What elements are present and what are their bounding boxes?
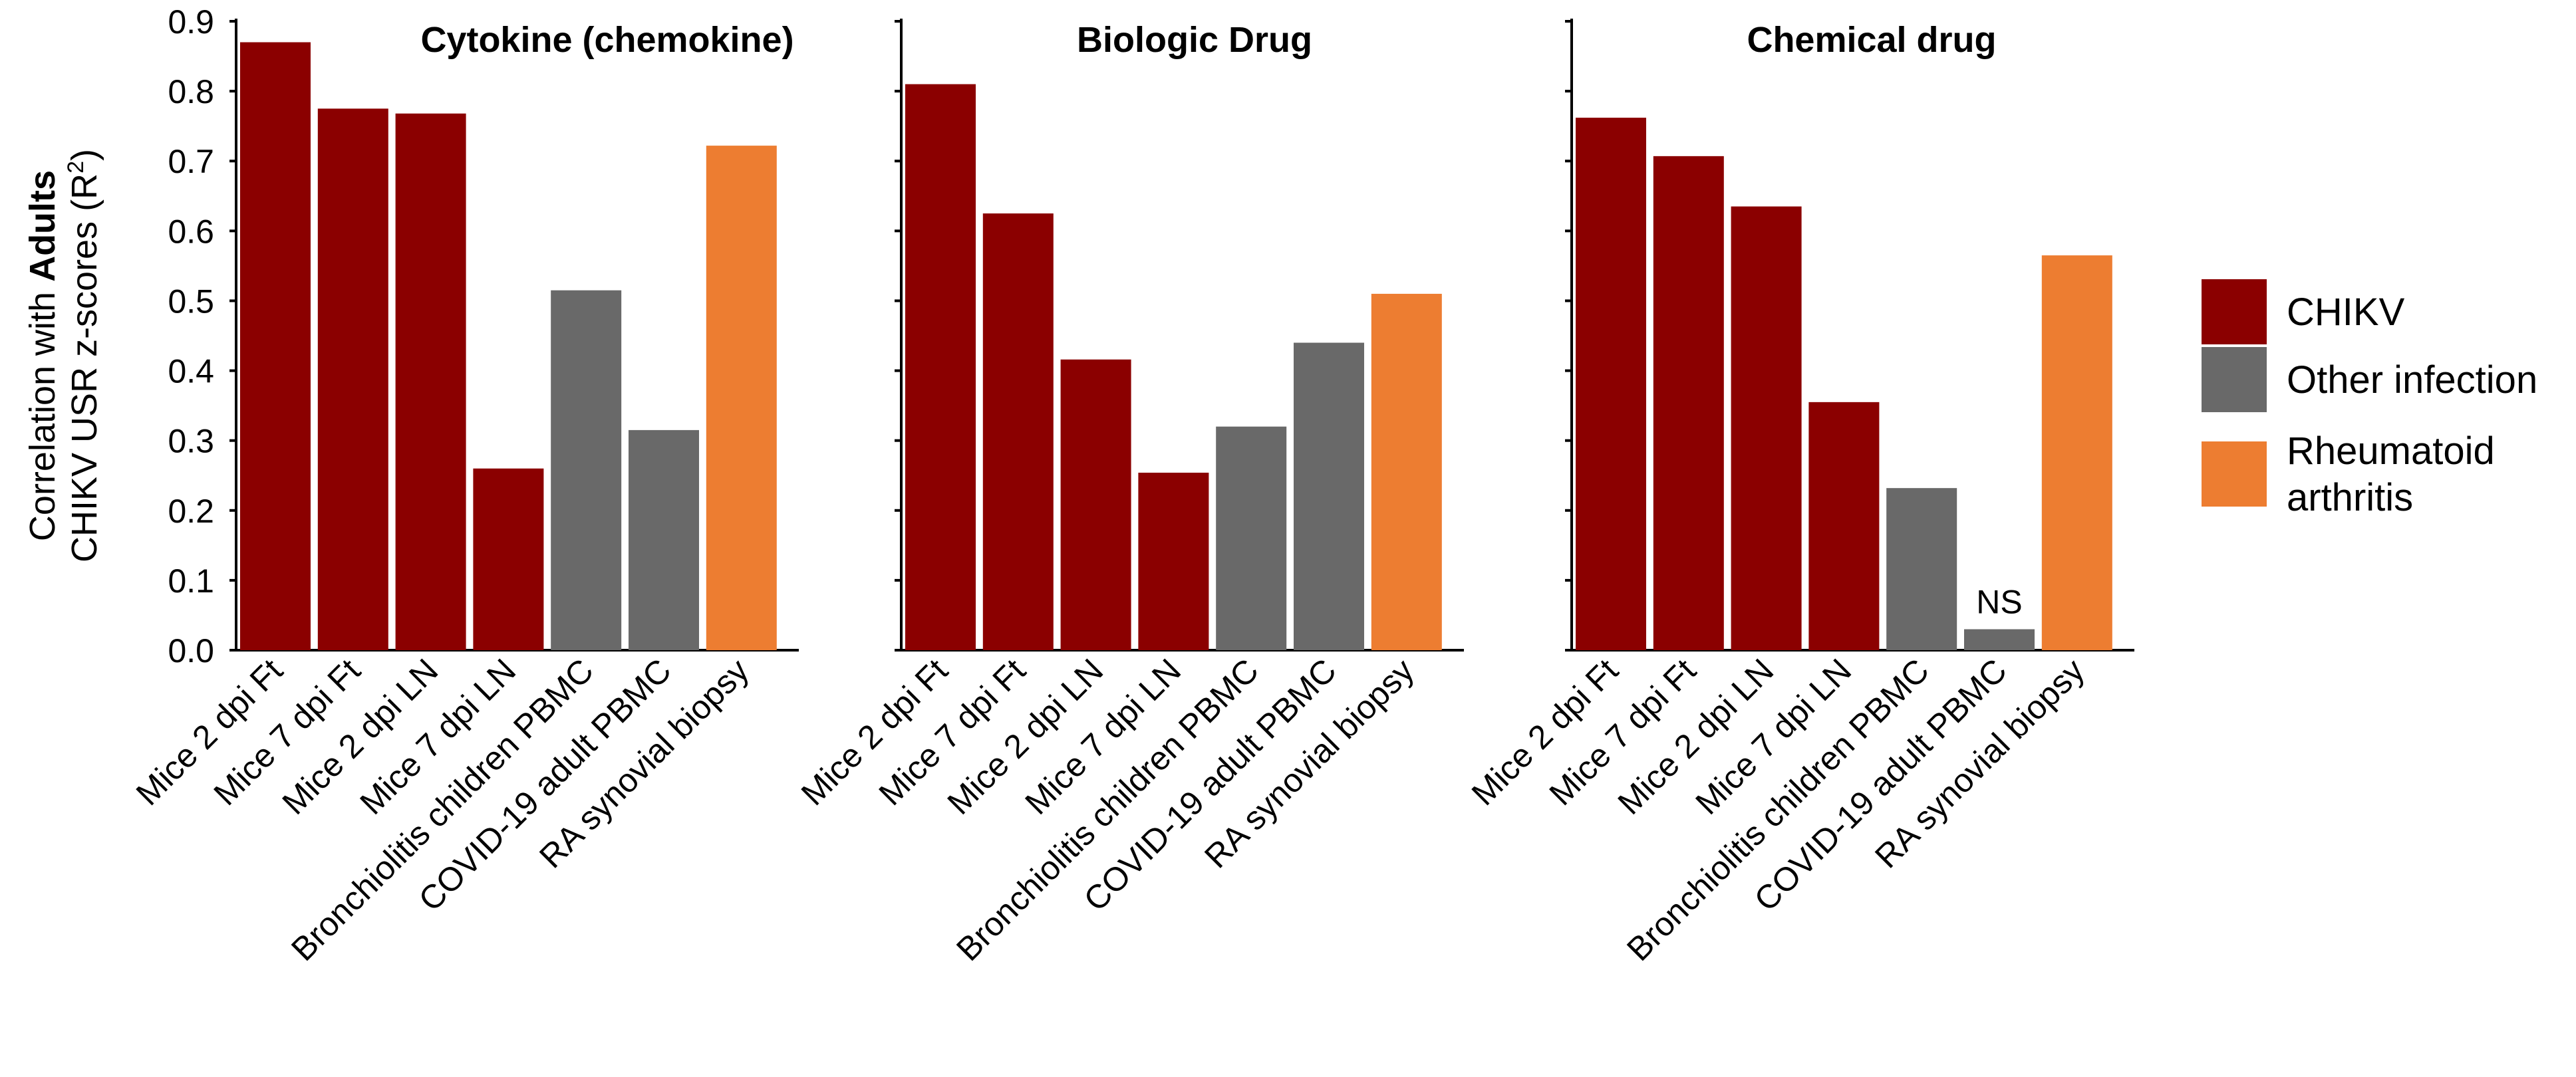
y-axis-label-line2: CHIKV USR z-scores (R2) (63, 149, 104, 562)
bar (1060, 359, 1131, 650)
legend-item: Other infection (2202, 347, 2537, 412)
y-tick-label: 0.7 (168, 143, 214, 180)
bar (706, 146, 777, 650)
panel-title: Chemical drug (1747, 20, 1996, 60)
bar (2041, 255, 2112, 651)
legend-swatch (2202, 279, 2267, 344)
bar (1731, 206, 1802, 650)
bar (551, 290, 622, 651)
bar (1886, 488, 1957, 650)
legend-item: CHIKV (2202, 279, 2405, 344)
legend-label: Other infection (2287, 358, 2537, 402)
y-axis-label: Correlation with Adults CHIKV USR z-scor… (23, 149, 104, 562)
y-tick-label: 0.6 (168, 213, 214, 250)
legend-label: CHIKV (2287, 291, 2405, 334)
y-tick-label: 0.0 (168, 632, 214, 669)
bar (1964, 629, 2035, 650)
legend-swatch (2202, 347, 2267, 412)
bar (1294, 342, 1364, 650)
bar (240, 42, 311, 651)
bar (1371, 293, 1442, 650)
bar-annotation: NS (1976, 583, 2022, 620)
legend-label: arthritis (2287, 476, 2413, 519)
bar (395, 113, 466, 650)
bar (1216, 426, 1287, 650)
panel-title: Biologic Drug (1077, 20, 1312, 60)
bar (1138, 473, 1209, 650)
bar (982, 213, 1054, 650)
bar (1653, 156, 1724, 650)
bar (905, 84, 976, 651)
legend-swatch (2202, 441, 2267, 507)
bar (1808, 402, 1880, 650)
y-axis-ticks: 0.0 0.1 0.2 0.3 0.4 0.5 0.6 0.7 0.8 0.9 (168, 3, 214, 669)
y-tick-label: 0.8 (168, 73, 214, 110)
legend-label: Rheumatoid (2287, 429, 2495, 473)
bar (1576, 118, 1646, 650)
y-tick-label: 0.1 (168, 562, 214, 600)
y-tick-label: 0.3 (168, 423, 214, 460)
y-tick-label: 0.2 (168, 493, 214, 530)
bar (629, 429, 699, 650)
bar (317, 108, 388, 650)
y-tick-label: 0.4 (168, 353, 214, 390)
panel-title: Cytokine (chemokine) (420, 20, 793, 60)
bar (473, 468, 544, 650)
y-axis-label-line1: Correlation with Adults (23, 170, 63, 541)
y-tick-label: 0.9 (168, 3, 214, 41)
y-tick-label: 0.5 (168, 283, 214, 320)
